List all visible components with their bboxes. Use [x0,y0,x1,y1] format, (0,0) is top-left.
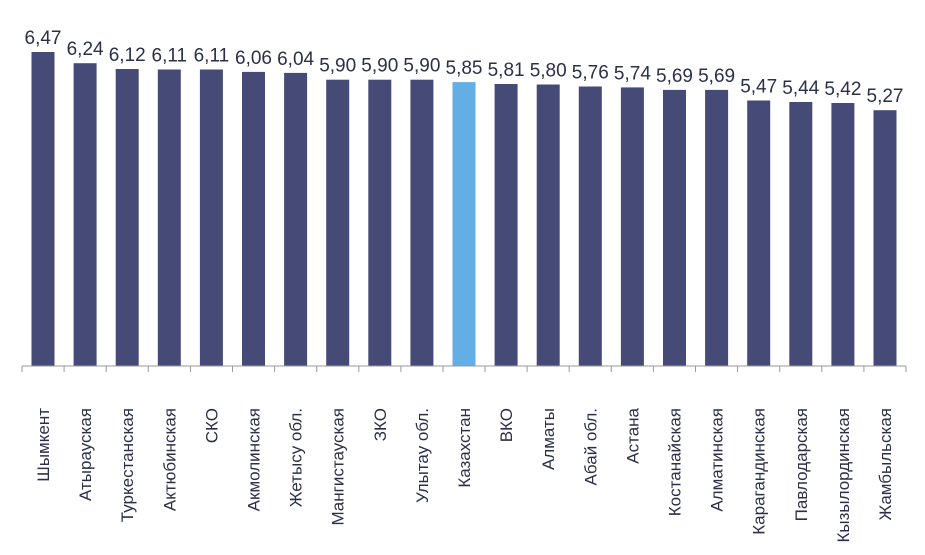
bar-value-label: 6,12 [109,45,146,66]
bar-value-label: 6,11 [152,46,188,67]
x-tick-label: ЗКО [371,408,390,441]
bar-14 [578,86,602,366]
x-tick-label: Туркестанская [118,408,137,522]
bar-value-label: 5,90 [361,56,398,77]
bar-19 [789,102,813,366]
bar-1 [31,52,55,366]
bar-value-label: 6,24 [67,39,104,60]
bar-value-label: 5,44 [782,78,819,99]
x-tick-label: Казахстан [455,408,474,488]
bar-2 [73,63,97,366]
bar-value-label: 5,74 [614,63,651,84]
x-tick-label: Абай обл. [581,408,600,485]
x-tick-label: Актюбинская [160,408,179,511]
bar-value-label: 5,90 [319,56,356,77]
bar-value-label: 6,06 [235,48,272,69]
x-tick-label: Акмолинская [245,408,264,511]
bar-value-label: 5,81 [488,60,525,81]
bar-18 [747,100,771,366]
bar-value-label: 5,80 [530,61,567,82]
bar-value-label: 5,90 [403,56,440,77]
bar-8 [326,79,350,366]
x-tick-label: Мангистауская [329,408,348,526]
bar-16 [663,89,686,367]
x-tick-label: ВКО [497,408,516,442]
bar-value-label: 5,85 [446,58,483,79]
x-tick-label: Павлодарская [792,408,811,521]
bar-11 [452,82,476,366]
x-tick-label: СКО [202,408,221,443]
x-axis [21,365,907,372]
bar-value-label: 5,42 [824,79,861,100]
bar-value-label: 5,47 [740,77,777,98]
bar-value-label: 6,11 [194,46,230,67]
bar-value-label: 5,76 [572,63,609,84]
x-tick-label: Астана [623,407,642,463]
x-tick-label: Кызылординская [834,408,853,543]
x-tick-label: Жетысу обл. [287,408,306,507]
x-tick-label: Улытау обл. [413,408,432,503]
x-tick-label: Алматинская [708,408,727,512]
value-labels-group: 6,476,24 6,12 6,11 6,11 6,06 6,04 5,90 5,90 5,90… [25,28,904,107]
bar-9 [368,79,392,366]
x-tick-label: Карагандинская [750,408,769,535]
bar-value-label: 6,04 [277,49,314,70]
bar-21 [873,110,897,366]
bar-17 [705,89,729,367]
bar-5 [199,69,223,366]
bar-value-label: 5,69 [656,66,693,87]
bar-10 [410,79,434,366]
x-tick-labels-group: Шымкент Атырауская Туркестанская Актюбинска… [34,407,895,542]
bar-20 [831,103,855,366]
bar-7 [284,72,308,367]
bar-15 [620,87,644,367]
bar-13 [536,84,560,366]
x-tick-label: Жамбыльская [876,408,895,521]
bars-group [31,52,897,367]
bar-value-label: 5,27 [867,86,904,107]
x-tick-label: Алматы [539,408,558,470]
bar-value-label: 6,47 [25,28,62,49]
x-tick-label: Шымкент [34,408,53,482]
bar-4 [157,69,181,366]
bar-12 [494,84,518,366]
bar-value-label: 5,69 [698,66,735,87]
bar-3 [115,69,139,366]
bar-6 [242,71,265,367]
x-tick-label: Костанайская [666,408,685,516]
x-tick-label: Атырауская [76,408,95,501]
